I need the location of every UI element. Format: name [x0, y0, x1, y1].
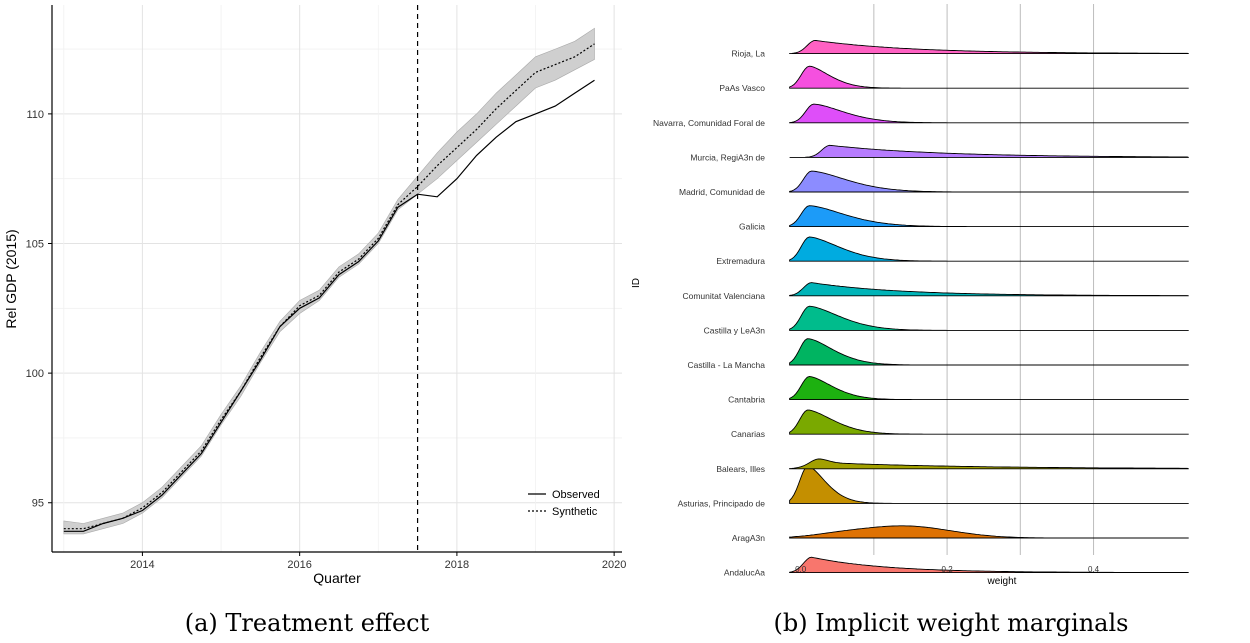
- ridge-density: [789, 144, 1189, 158]
- x-tick-label: 2014: [130, 559, 154, 571]
- synthetic-confidence-band: [63, 27, 595, 535]
- x-tick-label: 2016: [287, 559, 311, 571]
- ridge-label: AragA3n: [732, 533, 765, 543]
- right-x-ticks: 0.0 0.2 0.4: [795, 565, 1100, 574]
- right-x-axis-title: weight: [987, 576, 1017, 587]
- ridge-label: Galicia: [739, 222, 765, 232]
- legend-observed-label: Observed: [552, 489, 600, 501]
- ridge-density: [789, 170, 1189, 193]
- ridge-category-labels: AndalucAa AragA3n Asturias, Principado de B…: [653, 49, 765, 578]
- ridge-density: [789, 305, 1189, 331]
- ridge-label: Cantabria: [728, 395, 765, 405]
- y-tick-label: 100: [26, 368, 44, 380]
- ridge-density: [789, 458, 1189, 470]
- treatment-effect-panel: 95 100 105 110 2014 2016 2018 2020 Quarter Rel…: [3, 5, 626, 586]
- ridge-density: [789, 205, 1189, 228]
- ridge-label: PaAs Vasco: [719, 83, 765, 93]
- ridge-label: Madrid, Comunidad de: [679, 187, 765, 197]
- left-gridlines: [52, 5, 622, 552]
- left-y-axis-title: Rel GDP (2015): [3, 229, 19, 328]
- y-tick-label: 105: [26, 239, 44, 251]
- ridge-label: Castilla y LeA3n: [704, 325, 766, 335]
- weight-tick-label: 0.4: [1088, 565, 1100, 574]
- ridge-label: Balears, Illes: [716, 464, 765, 474]
- observed-line: [63, 79, 595, 532]
- y-tick-label: 95: [32, 498, 44, 510]
- ridge-label: Comunitat Valenciana: [682, 291, 765, 301]
- right-gridlines: [873, 4, 1095, 555]
- weight-tick-label: 0.0: [795, 565, 807, 574]
- ridge-density: [789, 40, 1189, 55]
- ridge-label: Extremadura: [716, 256, 765, 266]
- legend: Observed Synthetic: [528, 489, 600, 518]
- ridge-density: [789, 556, 1189, 574]
- ridge-density: [789, 376, 1189, 401]
- caption-left: (a) Treatment effect: [185, 609, 430, 637]
- caption-right: (b) Implicit weight marginals: [774, 609, 1129, 637]
- ridge-label: Rioja, La: [731, 49, 765, 59]
- ridge-density: [789, 282, 1189, 297]
- ridgelines: [789, 40, 1189, 574]
- ridge-density: [789, 409, 1189, 435]
- ridge-label: Navarra, Comunidad Foral de: [653, 118, 765, 128]
- ridge-label: Murcia, RegiA3n de: [690, 152, 765, 162]
- ridge-label: Castilla - La Mancha: [688, 360, 766, 370]
- weight-tick-label: 0.2: [942, 565, 954, 574]
- left-x-ticks: 2014 2016 2018 2020: [130, 552, 626, 571]
- ridge-density: [789, 338, 1189, 366]
- right-y-axis-title: ID: [631, 278, 642, 288]
- ridge-density: [789, 465, 1189, 504]
- weight-marginals-panel: AndalucAa AragA3n Asturias, Principado de B…: [631, 4, 1189, 587]
- ridge-label: Asturias, Principado de: [678, 498, 766, 508]
- ridge-density: [789, 525, 1189, 539]
- legend-synthetic-label: Synthetic: [552, 506, 598, 518]
- x-tick-label: 2020: [602, 559, 626, 571]
- ridge-density: [789, 65, 1189, 89]
- ridge-density: [789, 236, 1189, 262]
- y-tick-label: 110: [26, 109, 44, 121]
- left-y-ticks: 95 100 105 110: [26, 109, 52, 510]
- left-x-axis-title: Quarter: [313, 570, 361, 586]
- ridge-label: AndalucAa: [724, 568, 765, 578]
- ridge-label: Canarias: [731, 429, 765, 439]
- x-tick-label: 2018: [445, 559, 469, 571]
- ridge-density: [789, 103, 1189, 124]
